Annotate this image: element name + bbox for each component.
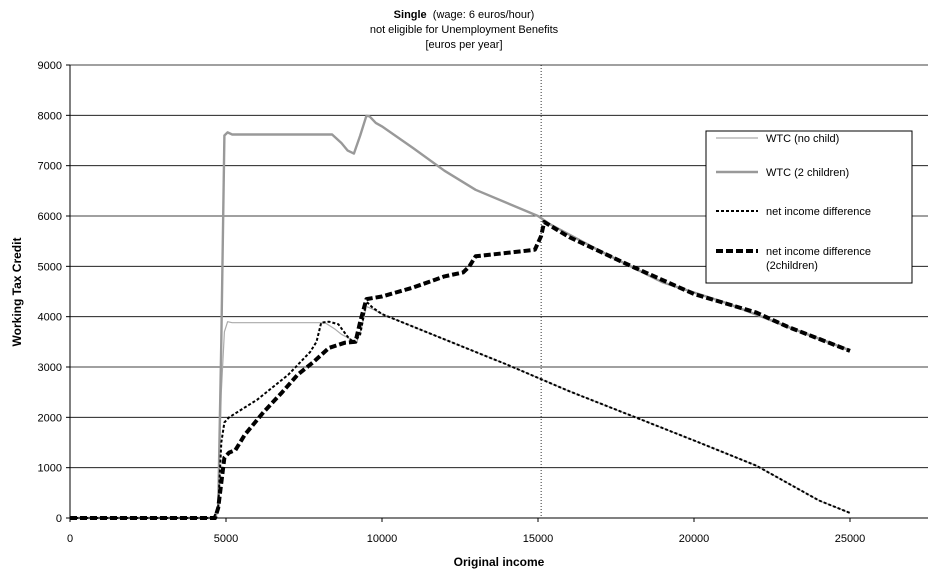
y-tick-label: 2000 — [38, 412, 62, 424]
x-tick-label: 20000 — [679, 533, 710, 545]
chart-title: Single (wage: 6 euros/hour) — [394, 9, 535, 21]
y-tick-label: 5000 — [38, 261, 62, 273]
y-tick-label: 9000 — [38, 60, 62, 72]
chart-subtitle-1: not eligible for Unemployment Benefits — [370, 24, 559, 36]
series-group — [70, 114, 851, 520]
x-tick-label: 10000 — [367, 533, 398, 545]
x-tick-label: 0 — [67, 533, 73, 545]
legend-label-3: net income difference — [766, 206, 871, 218]
x-tick-label: 5000 — [214, 533, 238, 545]
legend-label-1: WTC (no child) — [766, 133, 839, 145]
x-tick-label: 25000 — [835, 533, 866, 545]
legend-label-2: WTC (2 children) — [766, 167, 849, 179]
y-tick-label: 1000 — [38, 463, 62, 475]
series-line-1 — [70, 306, 851, 519]
series-line-4 — [70, 220, 851, 520]
chart-subtitle-2: [euros per year] — [425, 39, 502, 51]
y-tick-label: 6000 — [38, 211, 62, 223]
x-tick-labels: 0 5000 10000 15000 20000 25000 — [67, 533, 865, 545]
y-tick-label: 3000 — [38, 362, 62, 374]
legend: WTC (no child) WTC (2 children) net income… — [705, 130, 913, 284]
chart-title-rest: (wage: 6 euros/hour) — [427, 9, 535, 21]
x-axis-title: Original income — [454, 555, 545, 569]
x-tick-label: 15000 — [523, 533, 554, 545]
axes — [69, 65, 928, 519]
legend-label-4: net income difference — [766, 246, 871, 258]
legend-box — [705, 130, 913, 284]
y-tick-label: 4000 — [38, 312, 62, 324]
y-tick-labels: 0 1000 2000 3000 4000 5000 6000 7000 8000 9000 — [38, 60, 62, 525]
y-axis-title: Working Tax Credit — [10, 238, 24, 347]
y-tick-label: 0 — [56, 513, 62, 525]
y-tick-label: 7000 — [38, 161, 62, 173]
chart-title-bold: Single — [394, 9, 427, 21]
legend-label-4-line2: (2children) — [766, 260, 818, 272]
y-tick-label: 8000 — [38, 110, 62, 122]
series-line-3 — [70, 300, 851, 519]
